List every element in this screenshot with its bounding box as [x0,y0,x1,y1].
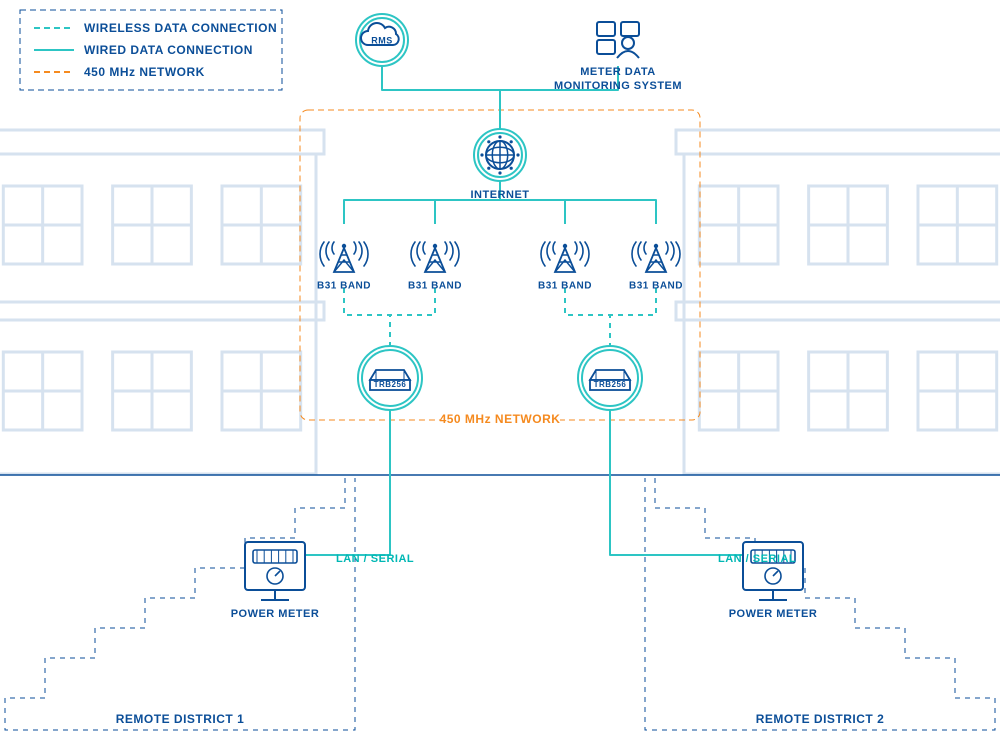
district-boundary-right [645,478,995,730]
district-label-right: REMOTE DISTRICT 2 [756,712,885,726]
signal-wave-icon [332,242,334,254]
tower-label: B31 BAND [629,281,683,292]
network-region-label: 450 MHz NETWORK [440,412,561,426]
signal-wave-icon [632,242,636,266]
gateway-label: TRB256 [594,380,627,389]
signal-wave-icon [541,242,545,266]
cell-tower-node: B31 BAND [538,242,592,292]
tower-label: B31 BAND [408,281,462,292]
signal-wave-icon [575,242,577,254]
signal-wave-icon [445,242,447,254]
rms-label: RMS [371,35,393,45]
signal-wave-icon [638,242,641,260]
signal-wave-icon [359,242,362,260]
signal-wave-icon [320,242,324,266]
signal-wave-icon [450,242,453,260]
monitor-icon [597,22,615,36]
signal-wave-icon [644,242,646,254]
mdm-label-2: MONITORING SYSTEM [554,80,682,92]
edge-wireless-1 [390,288,435,315]
cell-tower-node: B31 BAND [317,242,371,292]
edge-wired-7 [610,410,742,555]
signal-wave-icon [417,242,420,260]
building [676,130,1000,474]
signal-wave-icon [553,242,555,254]
gateway-node: TRB256 [578,346,642,410]
signal-wave-icon [411,242,415,266]
mdm-node: METER DATA MONITORING SYSTEM [554,22,682,92]
internet-node: INTERNET [471,129,530,201]
legend-item-label: WIRELESS DATA CONNECTION [84,21,277,35]
signal-wave-icon [455,242,459,266]
signal-wave-icon [676,242,680,266]
district-label-left: REMOTE DISTRICT 1 [116,712,245,726]
signal-wave-icon [580,242,583,260]
power-meter-label: POWER METER [729,608,818,620]
signal-wave-icon [547,242,550,260]
signal-wave-icon [666,242,668,254]
tower-label: B31 BAND [538,281,592,292]
edge-wired-0 [382,66,500,129]
edge-wireless-2 [565,288,610,346]
legend: WIRELESS DATA CONNECTION WIRED DATA CONNE… [20,10,282,90]
rms-node: RMS [356,14,408,66]
signal-wave-icon [364,242,368,266]
gateway-label: TRB256 [374,380,407,389]
edge-wired-6 [306,410,390,555]
legend-item-label: WIRED DATA CONNECTION [84,43,253,57]
person-body-icon [617,51,639,58]
edge-wireless-0 [344,288,390,346]
signal-wave-icon [671,242,674,260]
power-meter-node: POWER METER [231,542,320,620]
edge-wired-4 [500,200,656,224]
monitor-icon [597,40,615,54]
monitor-icon [621,22,639,36]
cell-tower-node: B31 BAND [629,242,683,292]
district-boundary-left [5,478,355,730]
edge-wired-2 [344,181,500,224]
cell-tower-node: B31 BAND [408,242,462,292]
network-topology-diagram: 450 MHz NETWORK RMS METER DATA MONITORING S… [0,0,1000,734]
mdm-label-1: METER DATA [580,66,655,78]
signal-wave-icon [354,242,356,254]
signal-wave-icon [585,242,589,266]
legend-item-label: 450 MHz NETWORK [84,65,205,79]
gateway-node: TRB256 [358,346,422,410]
signal-wave-icon [326,242,329,260]
building [0,130,324,474]
internet-label: INTERNET [471,189,530,201]
power-meter-label: POWER METER [231,608,320,620]
tower-label: B31 BAND [317,281,371,292]
person-head-icon [622,37,634,49]
lan-serial-label-1: LAN / SERIAL [718,553,796,565]
edge-wireless-3 [610,288,656,315]
lan-serial-label-0: LAN / SERIAL [336,553,414,565]
signal-wave-icon [423,242,425,254]
